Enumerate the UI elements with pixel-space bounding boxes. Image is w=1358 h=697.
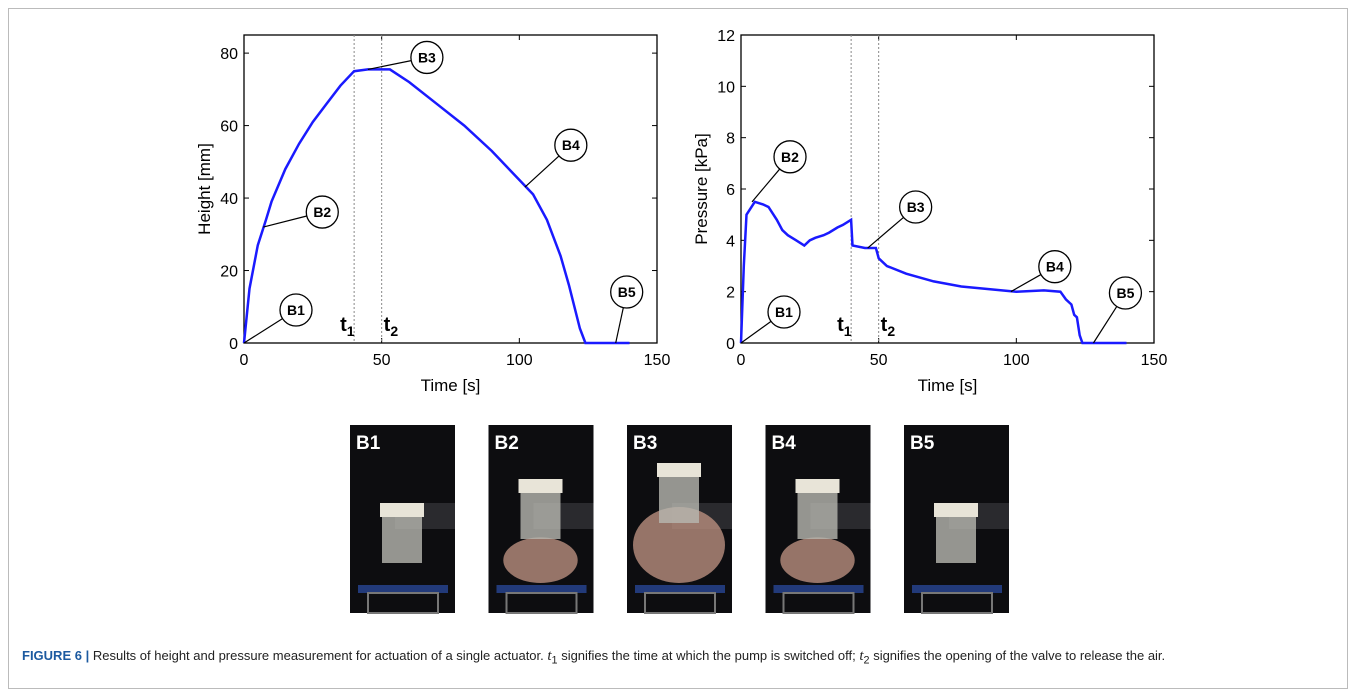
y-axis-label: Pressure [kPa] bbox=[692, 133, 711, 245]
annotation-leader bbox=[741, 321, 771, 343]
annotation-leader bbox=[752, 169, 780, 202]
photo-base bbox=[497, 585, 587, 593]
x-tick-label: 100 bbox=[1003, 352, 1030, 369]
annotation-leader bbox=[244, 319, 282, 343]
marker-label: t2 bbox=[881, 314, 896, 339]
photo-label: B4 bbox=[772, 433, 797, 454]
y-tick-label: 60 bbox=[220, 119, 238, 136]
marker-label: t1 bbox=[837, 314, 852, 339]
plot-frame bbox=[741, 35, 1154, 343]
marker-sub: 1 bbox=[844, 323, 852, 339]
y-tick-label: 0 bbox=[229, 336, 238, 353]
y-tick-label: 2 bbox=[726, 285, 735, 302]
caption-text: signifies the opening of the valve to re… bbox=[870, 648, 1166, 663]
y-tick-label: 8 bbox=[726, 131, 735, 148]
photo: B5 bbox=[904, 425, 1009, 613]
x-tick-label: 150 bbox=[1141, 352, 1168, 369]
photo-base bbox=[774, 585, 864, 593]
photo-base bbox=[635, 585, 725, 593]
photo-label: B5 bbox=[910, 433, 935, 454]
caption: FIGURE 6 | Results of height and pressur… bbox=[22, 645, 1332, 672]
photo-actuator-top bbox=[796, 479, 840, 493]
annotation-label: B2 bbox=[313, 204, 331, 220]
annotation-label: B5 bbox=[1116, 285, 1134, 301]
y-axis-label: Height [mm] bbox=[195, 143, 214, 235]
photo-actuator bbox=[659, 475, 699, 523]
y-tick-label: 4 bbox=[726, 233, 735, 250]
photo-actuator bbox=[521, 491, 561, 539]
photo-actuator bbox=[798, 491, 838, 539]
annotation-leader bbox=[616, 308, 624, 343]
page: 050100150020406080Time [s]Height [mm]t1t… bbox=[0, 0, 1358, 697]
y-tick-label: 40 bbox=[220, 191, 238, 208]
annotation-label: B2 bbox=[781, 149, 799, 165]
annotation-leader bbox=[868, 217, 904, 248]
marker-sub: 2 bbox=[390, 323, 398, 339]
annotation-leader bbox=[525, 156, 559, 187]
caption-text: signifies the time at which the pump is … bbox=[558, 648, 860, 663]
y-tick-label: 0 bbox=[726, 336, 735, 353]
photo: B4 bbox=[766, 425, 871, 613]
x-tick-label: 50 bbox=[870, 352, 888, 369]
marker-label: t1 bbox=[340, 314, 355, 339]
annotation-leader bbox=[1011, 275, 1041, 292]
photo-label: B2 bbox=[495, 433, 519, 454]
photo-actuator-top bbox=[380, 503, 424, 517]
annotation-label: B4 bbox=[562, 137, 580, 153]
photo: B1 bbox=[350, 425, 455, 613]
x-tick-label: 0 bbox=[737, 352, 746, 369]
marker-sub: 2 bbox=[887, 323, 895, 339]
photo-actuator bbox=[382, 515, 422, 563]
annotation-leader bbox=[1093, 306, 1116, 343]
annotation-label: B3 bbox=[418, 49, 436, 65]
photo: B2 bbox=[489, 425, 594, 613]
y-tick-label: 12 bbox=[717, 28, 735, 45]
figure: 050100150020406080Time [s]Height [mm]t1t… bbox=[0, 0, 1358, 640]
photo-base bbox=[358, 585, 448, 593]
photo-label: B1 bbox=[356, 433, 381, 454]
photo-base bbox=[912, 585, 1002, 593]
annotation-leader bbox=[368, 61, 411, 70]
photo-balloon bbox=[503, 537, 577, 583]
photo-label: B3 bbox=[633, 433, 657, 454]
y-tick-label: 20 bbox=[220, 264, 238, 281]
photo-actuator-top bbox=[934, 503, 978, 517]
y-tick-label: 10 bbox=[717, 79, 735, 96]
annotation-label: B1 bbox=[775, 304, 793, 320]
caption-text: Results of height and pressure measureme… bbox=[93, 648, 548, 663]
annotation-label: B1 bbox=[287, 302, 305, 318]
y-tick-label: 80 bbox=[220, 46, 238, 63]
photo: B3 bbox=[627, 425, 732, 613]
x-tick-label: 150 bbox=[644, 352, 671, 369]
marker-label: t2 bbox=[384, 314, 399, 339]
annotation-label: B4 bbox=[1046, 259, 1064, 275]
x-tick-label: 50 bbox=[373, 352, 391, 369]
annotation-label: B5 bbox=[618, 284, 636, 300]
annotation-label: B3 bbox=[907, 199, 925, 215]
photo-actuator-top bbox=[519, 479, 563, 493]
photo-actuator bbox=[936, 515, 976, 563]
marker-sub: 1 bbox=[347, 323, 355, 339]
x-axis-label: Time [s] bbox=[421, 376, 481, 395]
x-tick-label: 0 bbox=[240, 352, 249, 369]
y-tick-label: 6 bbox=[726, 182, 735, 199]
x-tick-label: 100 bbox=[506, 352, 533, 369]
photo-balloon bbox=[780, 537, 854, 583]
photo-actuator-top bbox=[657, 463, 701, 477]
annotation-leader bbox=[263, 216, 306, 227]
caption-label: FIGURE 6 | bbox=[22, 648, 89, 663]
x-axis-label: Time [s] bbox=[918, 376, 978, 395]
